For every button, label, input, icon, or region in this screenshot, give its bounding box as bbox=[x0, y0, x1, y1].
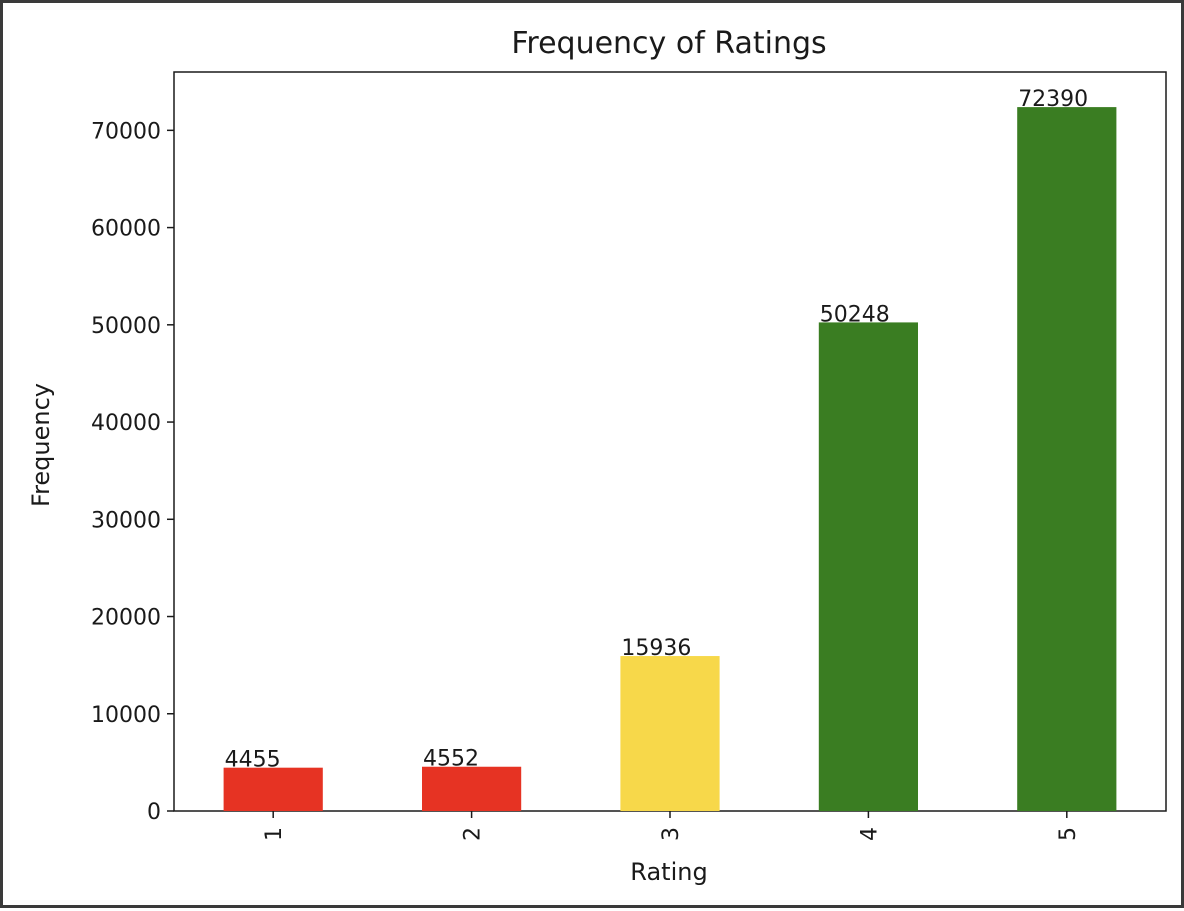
bar-rating-2 bbox=[422, 766, 522, 811]
y-tick-label: 50000 bbox=[91, 314, 161, 339]
x-tick-label: 5 bbox=[1056, 827, 1081, 841]
data-label: 4552 bbox=[423, 747, 479, 772]
y-tick-label: 20000 bbox=[91, 606, 161, 631]
bar-chart: Frequency of Ratings 0 10000 20000 30000 400… bbox=[27, 26, 1167, 886]
y-axis-ticks: 0 10000 20000 30000 40000 50000 60000 70000 bbox=[91, 119, 174, 825]
x-tick-label: 1 bbox=[262, 827, 287, 841]
data-labels: 4455 4552 15936 50248 72390 bbox=[225, 87, 1089, 773]
y-tick-label: 60000 bbox=[91, 217, 161, 242]
data-label: 15936 bbox=[621, 636, 691, 661]
bar-rating-5 bbox=[1017, 107, 1117, 812]
x-tick-label: 4 bbox=[857, 827, 882, 841]
x-tick-label: 3 bbox=[659, 827, 684, 841]
y-tick-label: 10000 bbox=[91, 703, 161, 728]
bar-rating-1 bbox=[223, 767, 323, 811]
data-label: 4455 bbox=[225, 748, 281, 773]
x-axis-ticks: 1 2 3 4 5 bbox=[262, 811, 1081, 841]
data-label: 72390 bbox=[1018, 87, 1088, 112]
y-tick-label: 40000 bbox=[91, 411, 161, 436]
y-tick-label: 70000 bbox=[91, 119, 161, 144]
bar-rating-3 bbox=[620, 656, 720, 811]
bar-rating-4 bbox=[818, 322, 918, 811]
chart-title: Frequency of Ratings bbox=[511, 26, 826, 61]
y-tick-label: 0 bbox=[147, 800, 161, 825]
x-axis-label: Rating bbox=[630, 858, 707, 886]
bars bbox=[223, 107, 1117, 812]
y-axis-label: Frequency bbox=[27, 383, 55, 507]
x-tick-label: 2 bbox=[461, 827, 486, 841]
data-label: 50248 bbox=[820, 302, 890, 327]
y-tick-label: 30000 bbox=[91, 508, 161, 533]
